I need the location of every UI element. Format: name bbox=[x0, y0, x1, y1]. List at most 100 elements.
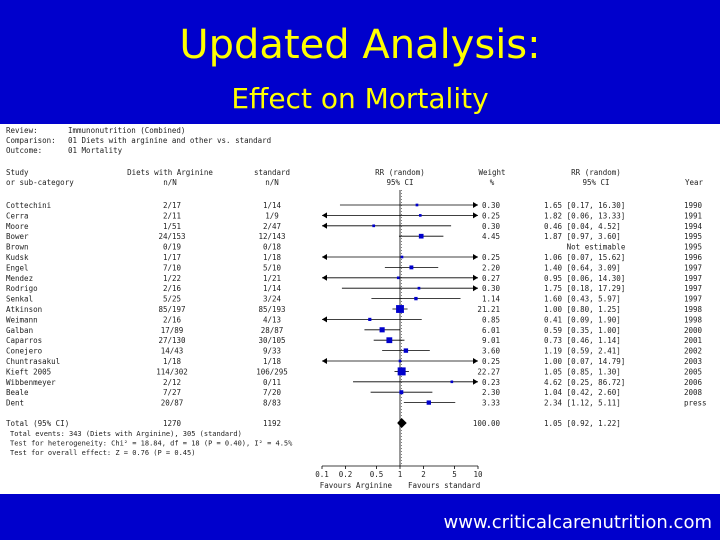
study-name-5: Kudsk bbox=[6, 253, 29, 262]
study-name-17: Wibbenmeyer bbox=[6, 378, 56, 387]
col-standard-subheader: n/N bbox=[265, 178, 279, 187]
rr-ci-15: 1.00 [0.07, 14.79] bbox=[544, 357, 625, 366]
study-name-3: Bower bbox=[6, 232, 29, 241]
study-name-1: Cerra bbox=[6, 211, 29, 220]
rr-ci-2: 0.46 [0.04, 4.52] bbox=[544, 222, 621, 231]
standard-events-1: 1/9 bbox=[265, 211, 279, 220]
ci-arrow-right-7 bbox=[473, 274, 478, 281]
year-6: 1997 bbox=[684, 263, 702, 272]
study-name-7: Mendez bbox=[6, 274, 33, 283]
weight-16: 22.27 bbox=[477, 367, 500, 376]
note-2: Test for overall effect: Z = 0.76 (P = 0… bbox=[10, 449, 195, 457]
weight-7: 0.27 bbox=[482, 274, 500, 283]
arginine-events-19: 20/87 bbox=[161, 399, 184, 408]
col-rr-header: RR (random) bbox=[375, 168, 425, 177]
ci-arrow-right-0 bbox=[473, 202, 478, 208]
x-tick-label-0: 0.1 bbox=[315, 470, 329, 479]
arginine-events-9: 5/25 bbox=[163, 295, 181, 304]
ci-arrow-left-1 bbox=[322, 212, 327, 219]
weight-17: 0.23 bbox=[482, 378, 500, 387]
x-tick-label-6: 10 bbox=[473, 470, 483, 479]
year-12: 2000 bbox=[684, 326, 703, 335]
col-study-subheader: or sub-category bbox=[6, 178, 74, 187]
rr-ci-13: 0.73 [0.46, 1.14] bbox=[544, 336, 621, 345]
rr-ci-6: 1.40 [0.64, 3.09] bbox=[544, 263, 621, 272]
standard-events-14: 9/33 bbox=[263, 347, 281, 356]
point-estimate-10 bbox=[396, 305, 404, 313]
pooled-diamond bbox=[397, 418, 407, 428]
arginine-events-18: 7/27 bbox=[163, 388, 181, 397]
outcome-value: 01 Mortality bbox=[68, 146, 123, 155]
arginine-events-16: 114/302 bbox=[156, 367, 188, 376]
year-14: 2002 bbox=[684, 347, 702, 356]
weight-5: 0.25 bbox=[482, 253, 500, 262]
arginine-events-6: 7/10 bbox=[163, 263, 182, 272]
arginine-events-5: 1/17 bbox=[163, 253, 181, 262]
study-name-19: Dent bbox=[6, 399, 24, 408]
point-estimate-2 bbox=[372, 224, 376, 228]
ci-arrow-left-15 bbox=[322, 358, 327, 364]
total-weight: 100.00 bbox=[473, 419, 501, 428]
rr-ci-4: Not estimable bbox=[567, 243, 626, 252]
rr-ci-18: 1.04 [0.42, 2.60] bbox=[544, 388, 621, 397]
study-name-2: Moore bbox=[6, 222, 29, 231]
forest-plot-panel: Review: Immunonutrition (Combined) Compari… bbox=[0, 124, 720, 494]
point-estimate-7 bbox=[396, 276, 400, 280]
weight-9: 1.14 bbox=[482, 295, 501, 304]
note-1: Test for heterogeneity: Chi² = 18.84, df… bbox=[10, 440, 293, 448]
standard-events-8: 1/14 bbox=[263, 284, 282, 293]
standard-events-19: 8/83 bbox=[263, 399, 281, 408]
standard-events-17: 0/11 bbox=[263, 378, 281, 387]
ci-arrow-left-11 bbox=[322, 316, 327, 323]
point-estimate-14 bbox=[403, 348, 409, 353]
arginine-events-0: 2/17 bbox=[163, 201, 181, 210]
standard-events-2: 2/47 bbox=[263, 222, 281, 231]
rr-ci-19: 2.34 [1.12, 5.11] bbox=[544, 399, 621, 408]
point-estimate-9 bbox=[414, 296, 418, 301]
col-weight-subheader: % bbox=[490, 178, 495, 187]
point-estimate-11 bbox=[368, 317, 372, 321]
ci-arrow-left-5 bbox=[322, 254, 327, 260]
weight-3: 4.45 bbox=[482, 232, 500, 241]
year-19: press bbox=[684, 399, 707, 408]
rr-ci-5: 1.06 [0.07, 15.62] bbox=[544, 253, 625, 262]
year-5: 1996 bbox=[684, 253, 703, 262]
x-tick-label-2: 0.5 bbox=[370, 470, 384, 479]
study-name-6: Engel bbox=[6, 263, 29, 272]
study-name-15: Chuntrasakul bbox=[6, 357, 60, 366]
weight-0: 0.30 bbox=[482, 201, 501, 210]
point-estimate-8 bbox=[417, 286, 421, 290]
standard-events-3: 12/143 bbox=[258, 232, 285, 241]
review-label: Review: bbox=[6, 126, 38, 135]
col-study-header: Study bbox=[6, 168, 29, 177]
total-rr-ci: 1.05 [0.92, 1.22] bbox=[544, 419, 621, 428]
year-3: 1995 bbox=[684, 232, 702, 241]
comparison-value: 01 Diets with arginine and other vs. sta… bbox=[68, 136, 271, 145]
footer-url: www.criticalcarenutrition.com bbox=[443, 512, 712, 533]
slide-subtitle: Effect on Mortality bbox=[231, 82, 489, 115]
point-estimate-13 bbox=[386, 337, 393, 344]
arginine-events-1: 2/11 bbox=[163, 211, 181, 220]
arginine-events-7: 1/22 bbox=[163, 274, 181, 283]
standard-events-15: 1/18 bbox=[263, 357, 282, 366]
weight-12: 6.01 bbox=[482, 326, 500, 335]
rr-ci-10: 1.00 [0.80, 1.25] bbox=[544, 305, 621, 314]
study-name-4: Brown bbox=[6, 243, 29, 252]
arginine-events-3: 24/153 bbox=[158, 232, 185, 241]
weight-14: 3.60 bbox=[482, 347, 501, 356]
year-13: 2001 bbox=[684, 336, 702, 345]
arginine-events-11: 2/16 bbox=[163, 315, 182, 324]
standard-events-18: 7/20 bbox=[263, 388, 282, 397]
standard-events-6: 5/10 bbox=[263, 263, 282, 272]
weight-13: 9.01 bbox=[482, 336, 500, 345]
arginine-events-14: 14/43 bbox=[161, 347, 184, 356]
total-standard: 1192 bbox=[263, 419, 281, 428]
point-estimate-5 bbox=[400, 255, 404, 259]
arginine-events-2: 1/51 bbox=[163, 222, 181, 231]
rr-ci-16: 1.05 [0.85, 1.30] bbox=[544, 367, 621, 376]
standard-events-10: 85/193 bbox=[258, 305, 285, 314]
standard-events-13: 30/105 bbox=[258, 336, 285, 345]
point-estimate-1 bbox=[418, 214, 422, 217]
x-tick-label-1: 0.2 bbox=[339, 470, 353, 479]
point-estimate-12 bbox=[379, 327, 385, 333]
